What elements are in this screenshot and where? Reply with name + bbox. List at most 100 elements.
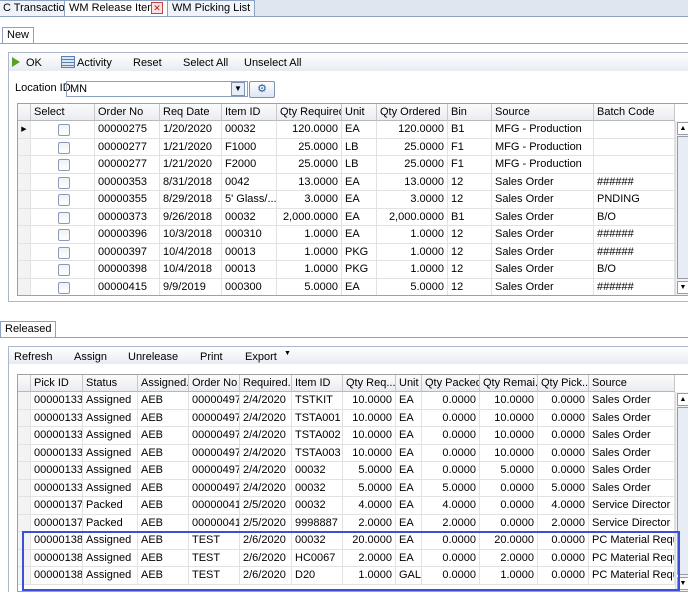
table-cell: 3.0000 <box>377 191 448 209</box>
table-cell: 00032 <box>292 462 343 480</box>
column-header[interactable]: Item ID <box>292 375 343 392</box>
table-cell: 0.0000 <box>480 515 538 533</box>
row-header <box>18 174 31 192</box>
column-header[interactable]: Batch Code <box>594 104 675 121</box>
refresh-button[interactable]: Refresh <box>14 350 53 364</box>
section-tab[interactable]: New <box>2 27 34 43</box>
table-cell: 1.0000 <box>277 261 342 279</box>
table-cell: 00000133 <box>31 462 83 480</box>
table-cell: 12 <box>448 226 492 244</box>
column-header[interactable]: Qty Packed <box>422 375 480 392</box>
table-cell: 10.0000 <box>480 392 538 410</box>
column-header[interactable]: Order No <box>189 375 240 392</box>
assign-button[interactable]: Assign <box>74 350 107 364</box>
table-cell: 00000497 <box>189 445 240 463</box>
table-cell: 9998887 <box>292 515 343 533</box>
select-checkbox[interactable] <box>58 142 70 154</box>
close-button[interactable]: ✕ <box>151 2 163 14</box>
activity-button[interactable]: Activity <box>77 56 112 70</box>
table-cell: Sales Order <box>589 410 675 428</box>
table-cell: Assigned <box>83 410 138 428</box>
scroll-down[interactable]: ▼ <box>677 281 688 294</box>
select-checkbox[interactable] <box>58 264 70 276</box>
table-cell: 2/4/2020 <box>240 410 292 428</box>
column-header[interactable]: Qty Ordered <box>377 104 448 121</box>
select-checkbox[interactable] <box>58 194 70 206</box>
location-value: MN <box>70 83 87 95</box>
table-cell: 2/4/2020 <box>240 427 292 445</box>
column-header[interactable]: Source <box>589 375 675 392</box>
column-header[interactable]: Qty Remai... <box>480 375 538 392</box>
table-cell: 00032 <box>222 209 277 227</box>
table-cell: 00000398 <box>95 261 160 279</box>
table-cell: EA <box>396 497 422 515</box>
print-button[interactable]: Print <box>200 350 223 364</box>
scroll-up[interactable]: ▲ <box>677 122 688 135</box>
table-cell: EA <box>342 279 377 297</box>
column-header[interactable]: Qty Pick... <box>538 375 589 392</box>
select-checkbox[interactable] <box>58 177 70 189</box>
select-checkbox[interactable] <box>58 159 70 171</box>
table-cell: MFG - Production <box>492 156 594 174</box>
column-header[interactable]: Select <box>31 104 95 121</box>
table-cell: 2,000.0000 <box>377 209 448 227</box>
tab[interactable]: WM Picking List <box>167 0 255 16</box>
scroll-up[interactable]: ▲ <box>677 393 688 406</box>
table-cell: 00000497 <box>189 462 240 480</box>
column-header[interactable]: Item ID <box>222 104 277 121</box>
column-header[interactable]: Pick ID <box>31 375 83 392</box>
table-cell: PNDING <box>594 191 675 209</box>
column-header[interactable]: Required... <box>240 375 292 392</box>
table-cell: 000310 <box>222 226 277 244</box>
scroll-thumb[interactable] <box>677 136 688 279</box>
table-cell: EA <box>342 121 377 139</box>
export-button[interactable]: Export <box>245 350 277 364</box>
table-cell: Sales Order <box>492 244 594 262</box>
table-cell: 00000041 <box>189 515 240 533</box>
scrollbar[interactable]: ▲▼ <box>675 121 688 295</box>
select-checkbox[interactable] <box>58 229 70 241</box>
column-header[interactable]: Assigned... <box>138 375 189 392</box>
table-cell: 00000353 <box>95 174 160 192</box>
table-cell: 5.0000 <box>422 480 480 498</box>
items-grid: SelectOrder NoReq DateItem IDQty Require… <box>17 103 688 296</box>
table-cell: 00000415 <box>95 279 160 297</box>
table-cell: MFG - Production <box>492 139 594 157</box>
column-header[interactable]: Bin <box>448 104 492 121</box>
table-cell <box>594 139 675 157</box>
table-cell: 2.0000 <box>422 515 480 533</box>
select-checkbox[interactable] <box>58 212 70 224</box>
column-header[interactable]: Status <box>83 375 138 392</box>
reset-button[interactable]: Reset <box>133 56 162 70</box>
table-cell: 8/29/2018 <box>160 191 222 209</box>
unselect-all-button[interactable]: Unselect All <box>244 56 301 70</box>
unrelease-button[interactable]: Unrelease <box>128 350 178 364</box>
row-header <box>18 480 31 498</box>
ok-button[interactable]: OK <box>26 56 42 70</box>
table-cell: 0.0000 <box>422 462 480 480</box>
column-header[interactable]: Qty Required <box>277 104 342 121</box>
location-input[interactable]: MN <box>66 81 248 97</box>
column-header[interactable]: Qty Req... <box>343 375 396 392</box>
select-checkbox[interactable] <box>58 124 70 136</box>
location-label: Location ID <box>15 82 71 94</box>
table-cell: 00000355 <box>95 191 160 209</box>
column-header[interactable]: Unit <box>396 375 422 392</box>
column-header[interactable]: Order No <box>95 104 160 121</box>
dropdown-button[interactable]: ▼ <box>231 82 245 96</box>
column-header[interactable]: Source <box>492 104 594 121</box>
table-cell: ###### <box>594 174 675 192</box>
table-cell: ###### <box>594 244 675 262</box>
select-checkbox[interactable] <box>58 247 70 259</box>
column-header[interactable]: Req Date <box>160 104 222 121</box>
section-tab[interactable]: Released <box>0 321 56 337</box>
table-cell: EA <box>342 209 377 227</box>
table-cell: AEB <box>138 410 189 428</box>
lookup-button[interactable]: ⚙ <box>249 81 275 98</box>
table-cell: MFG - Production <box>492 121 594 139</box>
select-checkbox[interactable] <box>58 282 70 294</box>
select-all-button[interactable]: Select All <box>183 56 228 70</box>
column-header[interactable]: Unit <box>342 104 377 121</box>
table-cell: Packed <box>83 515 138 533</box>
